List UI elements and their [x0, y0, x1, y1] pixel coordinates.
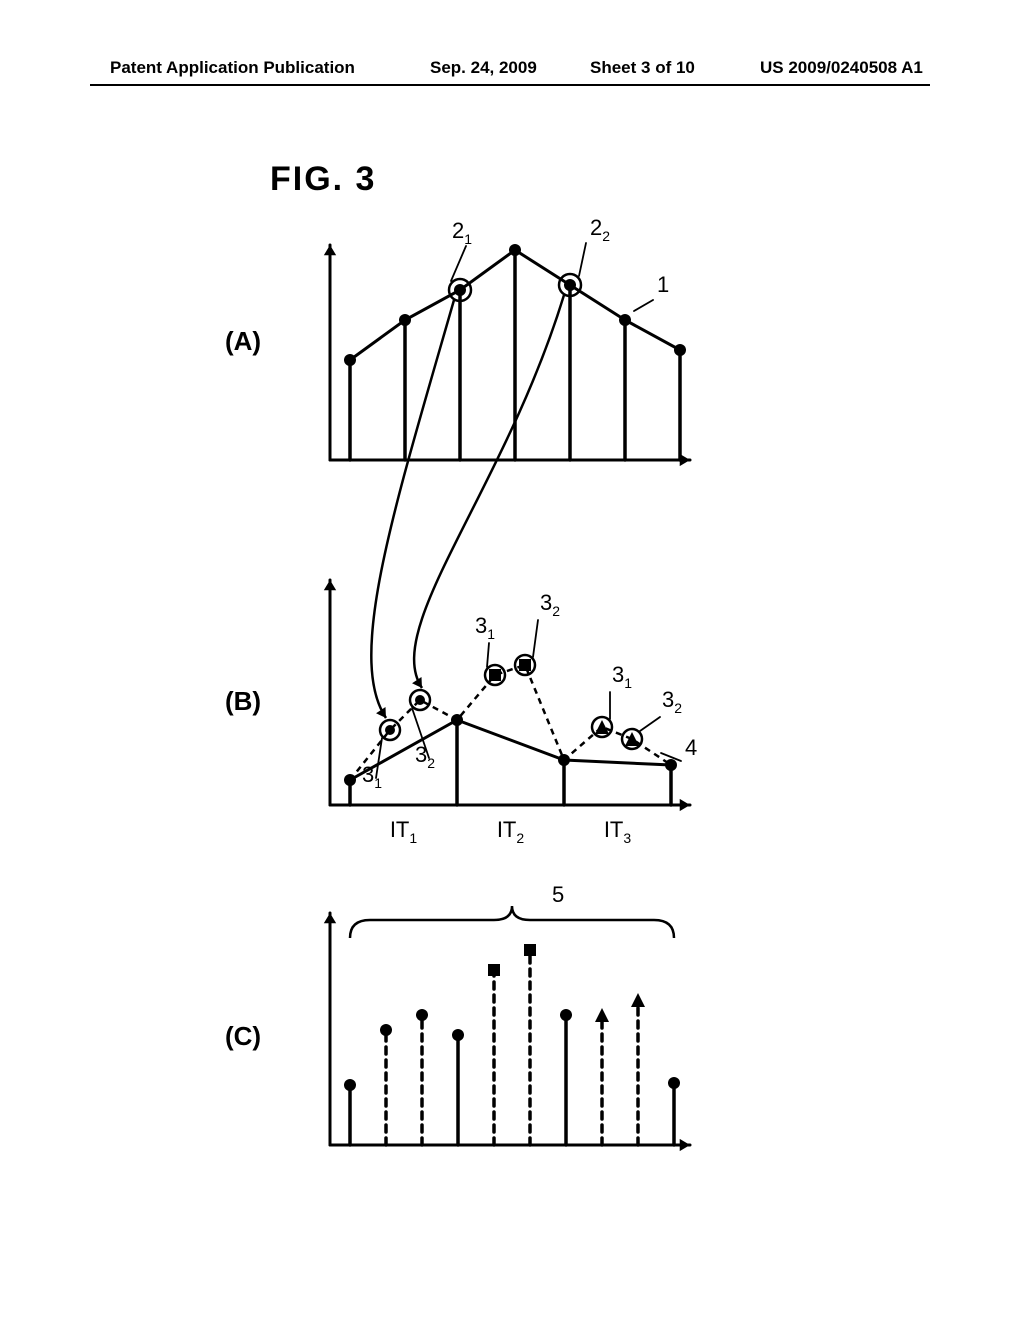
svg-text:IT2: IT2 [497, 817, 525, 846]
svg-text:5: 5 [552, 882, 564, 907]
svg-text:31: 31 [362, 762, 382, 791]
svg-text:1: 1 [657, 272, 669, 297]
pub-date: Sep. 24, 2009 [430, 58, 537, 78]
svg-text:32: 32 [415, 742, 435, 771]
svg-text:21: 21 [452, 218, 472, 247]
svg-text:IT1: IT1 [390, 817, 418, 846]
header-rule [90, 84, 930, 86]
page: Patent Application Publication Sep. 24, … [0, 0, 1024, 1320]
svg-text:IT3: IT3 [604, 817, 632, 846]
pub-type: Patent Application Publication [110, 58, 355, 78]
figure-svg: (A)21221(B)3132313231324IT1IT2IT3(C)5 [160, 230, 860, 1250]
figure-title: FIG. 3 [270, 160, 376, 199]
svg-text:22: 22 [590, 215, 610, 244]
sheet-num: Sheet 3 of 10 [590, 58, 695, 78]
pub-no: US 2009/0240508 A1 [760, 58, 923, 78]
svg-text:(C): (C) [225, 1021, 261, 1051]
svg-text:(A): (A) [225, 326, 261, 356]
svg-text:31: 31 [612, 662, 632, 691]
svg-text:32: 32 [540, 590, 560, 619]
svg-text:4: 4 [685, 735, 697, 760]
svg-text:31: 31 [475, 613, 495, 642]
svg-text:(B): (B) [225, 686, 261, 716]
figure-3: (A)21221(B)3132313231324IT1IT2IT3(C)5 [160, 230, 860, 1250]
svg-text:32: 32 [662, 687, 682, 716]
